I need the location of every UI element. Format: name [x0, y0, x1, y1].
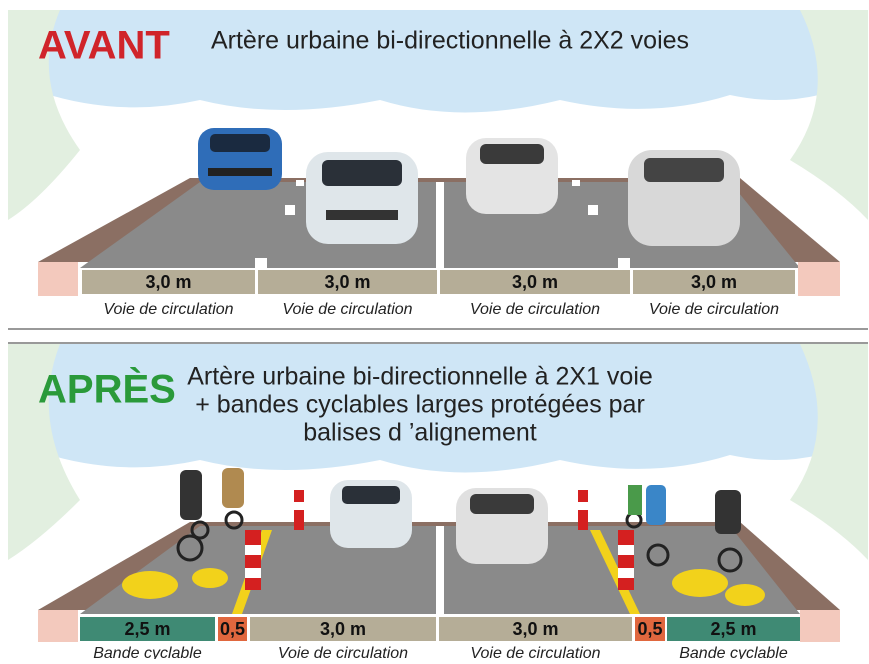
lane-name: Voie de circulation — [470, 645, 600, 659]
car — [198, 128, 282, 190]
lane-width: 0,5 — [637, 619, 662, 639]
car — [306, 152, 418, 244]
lane-name: Bande cyclable — [93, 645, 202, 659]
lane-name: Voie de circulation — [649, 301, 779, 318]
lane-name: Bande cyclable — [679, 645, 788, 659]
lane-width: 2,5 m — [710, 619, 756, 639]
panel-title: balises d ’alignement — [303, 419, 537, 447]
lane-width: 3,0 m — [145, 272, 191, 292]
lane-width: 3,0 m — [691, 272, 737, 292]
lane-name: Voie de circulation — [282, 301, 412, 318]
car — [466, 138, 558, 214]
panel-label: AVANT — [38, 24, 170, 68]
illustration: AVANT Artère urbaine bi-directionnelle à… — [0, 0, 869, 659]
lane-width: 0,5 — [220, 619, 245, 639]
car — [456, 488, 548, 564]
lane-name: Voie de circulation — [470, 301, 600, 318]
panel-title: Artère urbaine bi-directionnelle à 2X2 v… — [211, 27, 689, 55]
lane-width: 3,0 m — [324, 272, 370, 292]
lane-name: Voie de circulation — [103, 301, 233, 318]
lane-width: 3,0 m — [512, 272, 558, 292]
before-panel: AVANT Artère urbaine bi-directionnelle à… — [8, 10, 868, 330]
panel-title: + bandes cyclables larges protégées par — [195, 391, 645, 419]
lane-width: 3,0 m — [512, 619, 558, 639]
car — [628, 150, 740, 246]
panel-label: APRÈS — [38, 367, 176, 412]
panel-title: Artère urbaine bi-directionnelle à 2X1 v… — [187, 363, 653, 391]
after-panel: APRÈS Artère urbaine bi-directionnelle à… — [8, 343, 868, 659]
lane-width: 3,0 m — [320, 619, 366, 639]
lane-name: Voie de circulation — [278, 645, 408, 659]
car — [330, 480, 412, 548]
lane-width: 2,5 m — [124, 619, 170, 639]
